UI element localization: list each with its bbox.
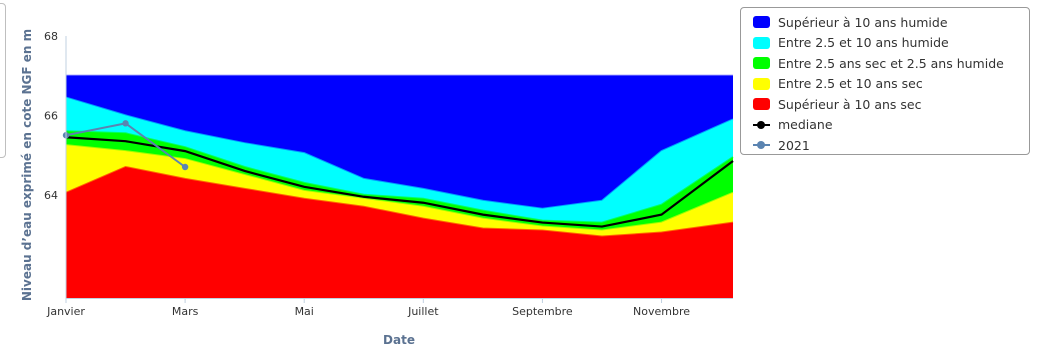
x-axis-title: Date — [383, 333, 415, 347]
legend-label: Entre 2.5 et 10 ans humide — [778, 35, 949, 51]
axes: 64 66 68 Janvier Mars Mai Juillet Septembre Nove… — [44, 30, 733, 318]
legend-label: 2021 — [778, 137, 810, 153]
legend-item[interactable]: Entre 2.5 ans sec et 2.5 ans humide — [753, 53, 1029, 74]
point-2021[interactable] — [122, 120, 129, 127]
x-tick-label: Mars — [172, 305, 199, 318]
legend-label: Entre 2.5 ans sec et 2.5 ans humide — [778, 55, 1004, 71]
point-2021[interactable] — [181, 163, 189, 171]
x-tick-label: Novembre — [633, 305, 690, 318]
legend-label: Supérieur à 10 ans sec — [778, 96, 922, 112]
x-tick-label: Mai — [295, 305, 314, 318]
legend-item[interactable]: Entre 2.5 et 10 ans sec — [753, 74, 1029, 95]
side-panel-frame — [0, 3, 6, 158]
area-edge — [65, 130, 734, 224]
area-edge — [65, 165, 734, 238]
legend: Supérieur à 10 ans humide Entre 2.5 et 10… — [740, 7, 1030, 155]
legend-line-marker — [753, 139, 770, 151]
legend-swatch — [753, 77, 770, 90]
legend-swatch — [753, 36, 770, 49]
legend-label: Entre 2.5 et 10 ans sec — [778, 76, 923, 92]
legend-line-marker — [753, 119, 770, 131]
y-tick-label: 66 — [44, 109, 58, 122]
area-layers — [65, 74, 734, 299]
area-edge — [65, 96, 734, 210]
line-mediane[interactable] — [65, 136, 734, 228]
legend-swatch — [753, 98, 770, 111]
legend-item[interactable]: Entre 2.5 et 10 ans humide — [753, 33, 1029, 54]
x-tick-label: Juillet — [407, 305, 439, 318]
legend-item[interactable]: Supérieur à 10 ans humide — [753, 12, 1029, 33]
area-edge — [65, 144, 734, 232]
y-tick-label: 68 — [44, 30, 58, 43]
legend-item[interactable]: Supérieur à 10 ans sec — [753, 94, 1029, 115]
legend-item[interactable]: 2021 — [753, 135, 1029, 156]
y-tick-label: 64 — [44, 189, 58, 202]
legend-swatch — [753, 57, 770, 70]
legend-swatch — [753, 16, 770, 29]
area-sup-rieur-10-ans-sec — [66, 167, 733, 298]
legend-label: mediane — [778, 117, 833, 133]
line-series — [62, 120, 734, 228]
x-tick-label: Janvier — [46, 305, 85, 318]
legend-label: Supérieur à 10 ans humide — [778, 14, 948, 30]
x-tick-label: Septembre — [512, 305, 573, 318]
legend-item[interactable]: mediane — [753, 115, 1029, 136]
y-axis-title: Niveau d’eau exprimé en cote NGF en m — [20, 29, 34, 301]
